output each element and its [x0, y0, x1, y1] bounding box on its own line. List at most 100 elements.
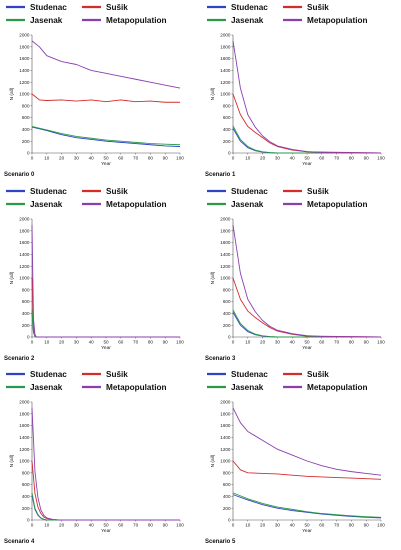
legend-label-studenac: Studenac — [231, 3, 268, 12]
x-tick-label: 70 — [133, 523, 139, 528]
y-tick-label: 1800 — [19, 411, 30, 416]
legend-label-jasenak: Jasenak — [231, 200, 264, 209]
series-line-metapopulation — [232, 407, 382, 476]
y-tick-label: 200 — [22, 506, 30, 511]
x-tick-label: 10 — [245, 340, 251, 345]
y-tick-label: 1000 — [19, 459, 30, 464]
legend-label-susik: Sušik — [307, 3, 329, 12]
x-tick-label: 10 — [245, 156, 251, 161]
x-tick-label: 30 — [74, 156, 80, 161]
legend-label-metapopulation: Metapopulation — [106, 383, 167, 392]
y-tick-label: 400 — [223, 494, 231, 499]
y-tick-label: 800 — [223, 103, 231, 108]
x-tick-label: 0 — [232, 340, 235, 345]
y-axis-label: N (all) — [210, 454, 216, 467]
x-tick-label: 40 — [89, 340, 95, 345]
y-tick-label: 1600 — [19, 423, 30, 428]
x-tick-label: 100 — [377, 340, 385, 345]
y-tick-label: 1000 — [220, 276, 231, 281]
legend-label-metapopulation: Metapopulation — [307, 200, 368, 209]
y-tick-label: 1600 — [19, 56, 30, 61]
x-axis-label: Year — [302, 528, 312, 534]
series-line-jasenak — [31, 492, 180, 521]
y-axis-label: N (all) — [210, 271, 216, 284]
legend-label-jasenak: Jasenak — [30, 200, 63, 209]
x-tick-label: 20 — [59, 340, 65, 345]
y-tick-label: 400 — [22, 311, 30, 316]
x-tick-label: 70 — [334, 156, 340, 161]
y-tick-label: 1200 — [19, 80, 30, 85]
x-tick-label: 50 — [103, 340, 109, 345]
y-axis-label: N (all) — [9, 454, 15, 467]
y-tick-label: 600 — [223, 482, 231, 487]
y-tick-label: 1400 — [19, 68, 30, 73]
x-axis-label: Year — [101, 161, 111, 167]
series-line-studenac — [232, 494, 382, 519]
y-tick-label: 1000 — [220, 459, 231, 464]
chart-title: Scenario 4 — [4, 539, 35, 545]
y-axis-label: N (all) — [9, 87, 15, 100]
y-tick-label: 0 — [228, 151, 231, 156]
chart-svg: Studenac Sušik Jasenak Metapopulation 0 200 40… — [4, 187, 184, 362]
legend-label-susik: Sušik — [106, 187, 128, 196]
series-line-jasenak — [31, 126, 181, 146]
series-line-studenac — [31, 312, 180, 338]
y-tick-label: 2000 — [220, 400, 231, 405]
x-tick-label: 10 — [44, 156, 50, 161]
x-tick-label: 30 — [74, 523, 80, 528]
y-tick-label: 0 — [27, 151, 30, 156]
chart-panel-scenario-0: Studenac Sušik Jasenak Metapopulation 0 200 40… — [0, 0, 200, 183]
x-tick-label: 40 — [290, 340, 296, 345]
x-tick-label: 60 — [319, 523, 325, 528]
y-tick-label: 1600 — [220, 56, 231, 61]
x-tick-label: 80 — [349, 156, 355, 161]
legend-label-jasenak: Jasenak — [231, 16, 264, 25]
chart-panel-scenario-2: Studenac Sušik Jasenak Metapopulation 0 200 40… — [0, 184, 200, 367]
x-tick-label: 40 — [290, 523, 296, 528]
x-tick-label: 90 — [163, 156, 169, 161]
y-tick-label: 0 — [27, 335, 30, 340]
legend-label-metapopulation: Metapopulation — [106, 200, 167, 209]
x-tick-label: 100 — [377, 523, 385, 528]
series-line-susik — [31, 93, 180, 103]
y-tick-label: 2000 — [19, 400, 30, 405]
y-tick-label: 1200 — [220, 80, 231, 85]
x-tick-label: 100 — [176, 156, 184, 161]
series-line-susik — [232, 277, 382, 338]
x-tick-label: 0 — [232, 523, 235, 528]
y-tick-label: 2000 — [220, 33, 231, 38]
legend-label-studenac: Studenac — [231, 187, 268, 196]
x-tick-label: 20 — [260, 523, 266, 528]
y-tick-label: 1600 — [220, 423, 231, 428]
x-axis-label: Year — [101, 528, 111, 534]
legend-label-jasenak: Jasenak — [30, 16, 63, 25]
legend-label-jasenak: Jasenak — [231, 383, 264, 392]
x-tick-label: 0 — [232, 156, 235, 161]
series-line-susik — [232, 460, 382, 480]
x-tick-label: 20 — [59, 156, 65, 161]
y-tick-label: 400 — [223, 127, 231, 132]
y-tick-label: 400 — [22, 127, 30, 132]
y-tick-label: 800 — [22, 287, 30, 292]
x-tick-label: 60 — [118, 340, 124, 345]
y-tick-label: 200 — [22, 323, 30, 328]
y-tick-label: 1200 — [220, 264, 231, 269]
x-tick-label: 70 — [133, 340, 139, 345]
x-tick-label: 50 — [103, 523, 109, 528]
legend-label-studenac: Studenac — [30, 187, 67, 196]
x-axis-label: Year — [302, 161, 312, 167]
x-tick-label: 90 — [364, 340, 370, 345]
y-tick-label: 0 — [228, 518, 231, 523]
series-line-metapopulation — [31, 224, 180, 338]
y-tick-label: 1800 — [220, 44, 231, 49]
y-tick-label: 1000 — [220, 92, 231, 97]
chart-title: Scenario 1 — [205, 172, 236, 178]
series-line-metapopulation — [31, 407, 180, 521]
series-line-metapopulation — [232, 40, 382, 154]
x-tick-label: 20 — [260, 340, 266, 345]
